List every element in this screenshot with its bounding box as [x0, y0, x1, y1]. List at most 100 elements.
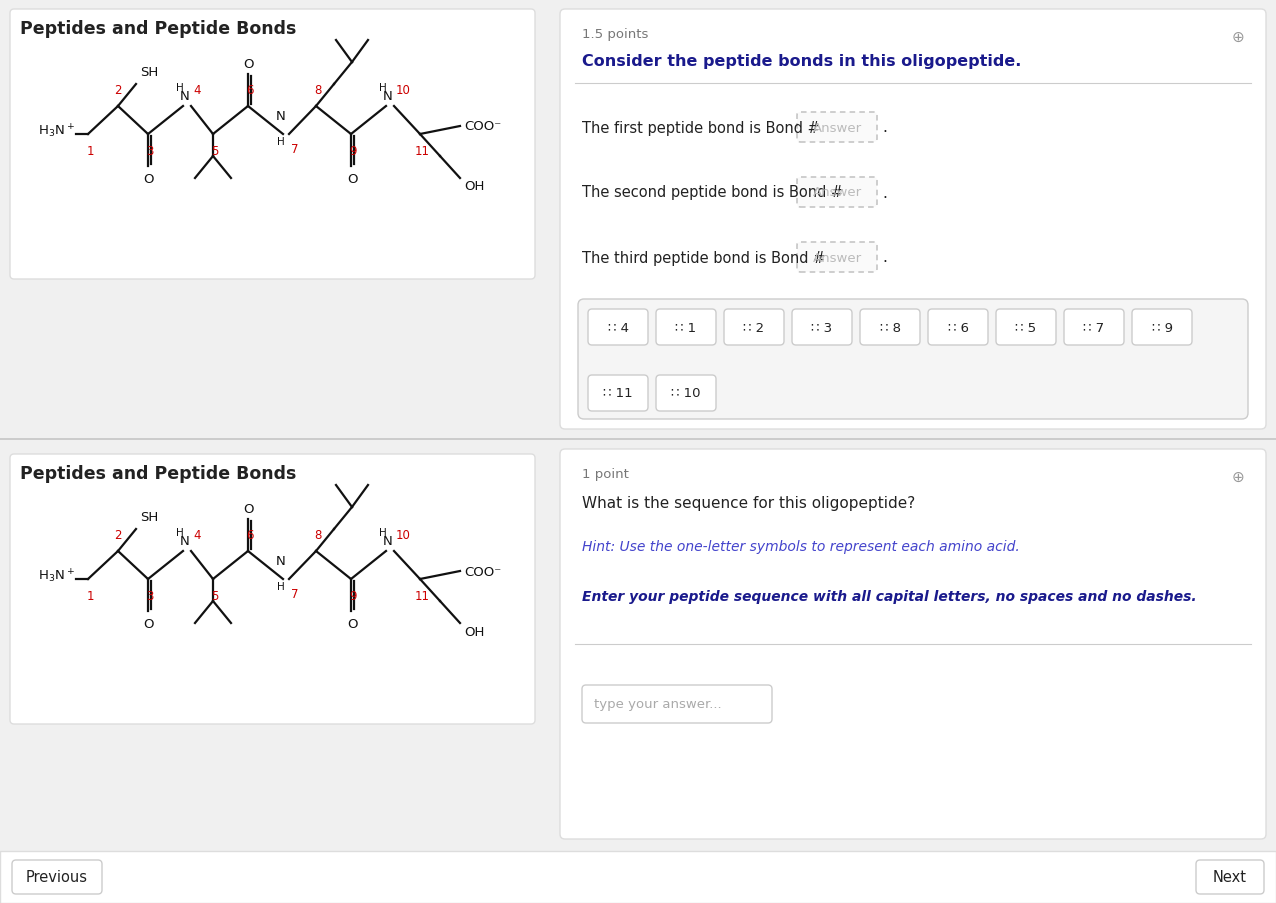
- Text: 1: 1: [87, 144, 93, 158]
- FancyBboxPatch shape: [928, 310, 988, 346]
- Text: 1: 1: [87, 590, 93, 602]
- Text: N: N: [276, 554, 286, 567]
- Text: .: .: [882, 250, 887, 265]
- Text: SH: SH: [140, 510, 158, 524]
- Text: Hint: Use the one-letter symbols to represent each amino acid.: Hint: Use the one-letter symbols to repr…: [582, 539, 1020, 554]
- Text: O: O: [347, 618, 357, 630]
- Text: 5: 5: [212, 590, 218, 602]
- Text: 2: 2: [115, 84, 121, 97]
- Text: COO⁻: COO⁻: [464, 565, 501, 578]
- Text: O: O: [244, 58, 254, 71]
- Text: COO⁻: COO⁻: [464, 120, 501, 134]
- Text: N: N: [180, 90, 190, 103]
- Text: 5: 5: [212, 144, 218, 158]
- Text: H: H: [379, 83, 387, 93]
- FancyBboxPatch shape: [588, 310, 648, 346]
- FancyBboxPatch shape: [723, 310, 783, 346]
- FancyBboxPatch shape: [560, 10, 1266, 430]
- Text: 9: 9: [350, 590, 357, 602]
- Text: 10: 10: [396, 528, 411, 542]
- Text: ∷ 5: ∷ 5: [1016, 321, 1036, 334]
- FancyBboxPatch shape: [582, 685, 772, 723]
- FancyBboxPatch shape: [10, 454, 535, 724]
- Text: O: O: [244, 502, 254, 516]
- Text: ∷ 10: ∷ 10: [671, 387, 701, 400]
- Text: 2: 2: [115, 528, 121, 542]
- Text: O: O: [347, 172, 357, 186]
- Text: O: O: [144, 618, 154, 630]
- FancyBboxPatch shape: [656, 310, 716, 346]
- Text: ∷ 3: ∷ 3: [812, 321, 832, 334]
- FancyBboxPatch shape: [1132, 310, 1192, 346]
- Text: ∷ 4: ∷ 4: [607, 321, 629, 334]
- FancyBboxPatch shape: [798, 113, 877, 143]
- Text: Answer: Answer: [813, 251, 861, 265]
- FancyBboxPatch shape: [656, 376, 716, 412]
- FancyBboxPatch shape: [997, 310, 1057, 346]
- Text: 6: 6: [246, 528, 254, 542]
- Text: 11: 11: [415, 590, 430, 602]
- Text: Consider the peptide bonds in this oligopeptide.: Consider the peptide bonds in this oligo…: [582, 54, 1021, 69]
- Text: N: N: [383, 535, 393, 547]
- Text: H$_3$N$^+$: H$_3$N$^+$: [38, 567, 75, 584]
- Text: Answer: Answer: [813, 186, 861, 200]
- FancyBboxPatch shape: [798, 243, 877, 273]
- Text: H: H: [379, 527, 387, 537]
- Text: ∷ 2: ∷ 2: [744, 321, 764, 334]
- Text: SH: SH: [140, 66, 158, 79]
- Text: The second peptide bond is Bond #: The second peptide bond is Bond #: [582, 185, 843, 200]
- Text: The first peptide bond is Bond #: The first peptide bond is Bond #: [582, 120, 820, 135]
- Text: O: O: [144, 172, 154, 186]
- FancyBboxPatch shape: [860, 310, 920, 346]
- Text: type your answer...: type your answer...: [595, 698, 722, 711]
- FancyBboxPatch shape: [798, 178, 877, 208]
- Text: 7: 7: [291, 143, 299, 156]
- Text: ∷ 8: ∷ 8: [879, 321, 901, 334]
- Bar: [0, 439, 1276, 441]
- Text: Previous: Previous: [26, 870, 88, 885]
- Text: 8: 8: [314, 528, 322, 542]
- Text: H$_3$N$^+$: H$_3$N$^+$: [38, 122, 75, 140]
- Text: N: N: [276, 110, 286, 123]
- Text: 10: 10: [396, 84, 411, 97]
- Text: Answer: Answer: [813, 121, 861, 135]
- FancyBboxPatch shape: [11, 860, 102, 894]
- Text: ∷ 11: ∷ 11: [604, 387, 633, 400]
- Text: ∷ 9: ∷ 9: [1151, 321, 1173, 334]
- Text: ∷ 1: ∷ 1: [675, 321, 697, 334]
- Text: Peptides and Peptide Bonds: Peptides and Peptide Bonds: [20, 20, 296, 38]
- Text: H: H: [277, 137, 285, 147]
- FancyBboxPatch shape: [1064, 310, 1124, 346]
- Text: N: N: [180, 535, 190, 547]
- Text: ⊕: ⊕: [1231, 30, 1244, 45]
- Text: 9: 9: [350, 144, 357, 158]
- FancyBboxPatch shape: [560, 450, 1266, 839]
- Text: ⊕: ⊕: [1231, 470, 1244, 485]
- Text: .: .: [882, 185, 887, 200]
- Text: H: H: [176, 527, 184, 537]
- Bar: [0, 851, 1276, 903]
- Text: 11: 11: [415, 144, 430, 158]
- Text: The third peptide bond is Bond #: The third peptide bond is Bond #: [582, 250, 826, 265]
- Text: H: H: [277, 582, 285, 591]
- Text: 4: 4: [193, 84, 200, 97]
- Text: 3: 3: [147, 144, 153, 158]
- Text: Peptides and Peptide Bonds: Peptides and Peptide Bonds: [20, 464, 296, 482]
- Text: 1 point: 1 point: [582, 468, 629, 480]
- Text: Next: Next: [1213, 870, 1247, 885]
- Text: 1.5 points: 1.5 points: [582, 28, 648, 41]
- FancyBboxPatch shape: [792, 310, 852, 346]
- Text: OH: OH: [464, 181, 485, 193]
- FancyBboxPatch shape: [578, 300, 1248, 420]
- Text: N: N: [383, 90, 393, 103]
- Text: .: .: [882, 120, 887, 135]
- Text: 8: 8: [314, 84, 322, 97]
- Text: ∷ 7: ∷ 7: [1083, 321, 1105, 334]
- Text: 4: 4: [193, 528, 200, 542]
- Text: 6: 6: [246, 84, 254, 97]
- Text: What is the sequence for this oligopeptide?: What is the sequence for this oligopepti…: [582, 496, 915, 510]
- FancyBboxPatch shape: [10, 10, 535, 280]
- Text: 7: 7: [291, 587, 299, 600]
- FancyBboxPatch shape: [1196, 860, 1265, 894]
- Text: OH: OH: [464, 625, 485, 638]
